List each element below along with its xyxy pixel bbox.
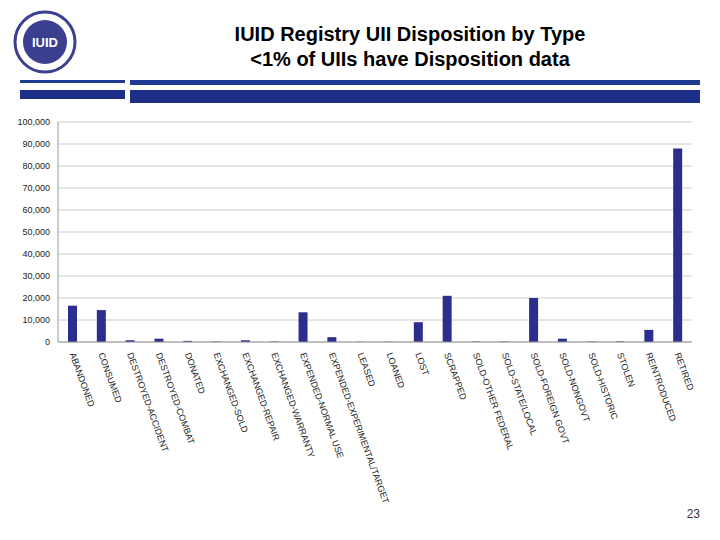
- svg-text:ABANDONED: ABANDONED: [68, 351, 97, 408]
- svg-text:DESTROYED-ACCIDENT: DESTROYED-ACCIDENT: [125, 351, 171, 454]
- html-text:IUID Registry UII Disposition: IUID Registry UII Disposition by Type: [234, 23, 586, 45]
- svg-text:90,000: 90,000: [22, 139, 50, 149]
- svg-text:10,000: 10,000: [22, 315, 50, 325]
- svg-text:REINTRODUCED: REINTRODUCED: [644, 351, 678, 423]
- svg-text:SOLD-HISTORIC: SOLD-HISTORIC: [586, 351, 620, 421]
- svg-text:EXPENDED-EXPERIMENTAL/TARGET: EXPENDED-EXPERIMENTAL/TARGET: [327, 351, 391, 505]
- svg-text:LOST: LOST: [413, 351, 431, 377]
- svg-text:SOLD-FOREIGN GOVT: SOLD-FOREIGN GOVT: [528, 351, 571, 446]
- svg-text:EXPENDED-NORMAL USE: EXPENDED-NORMAL USE: [298, 351, 346, 460]
- svg-text:SOLD-NONGOVT: SOLD-NONGOVT: [557, 351, 592, 423]
- svg-text:20,000: 20,000: [22, 293, 50, 303]
- svg-text:SCRAPPED: SCRAPPED: [442, 351, 469, 401]
- svg-text:CONSUMED: CONSUMED: [96, 351, 124, 404]
- svg-text:SOLD-OTHER FEDERAL: SOLD-OTHER FEDERAL: [471, 351, 516, 452]
- svg-text:EXCHANGED-WARRANTY: EXCHANGED-WARRANTY: [269, 351, 317, 460]
- svg-text:100,000: 100,000: [17, 117, 50, 127]
- svg-text:LEASED: LEASED: [356, 351, 378, 388]
- html-text:<1% of UIIs have Disposition d: <1% of UIIs have Disposition data: [250, 48, 570, 70]
- html-text:23: 23: [686, 507, 700, 521]
- svg-text:0: 0: [45, 337, 50, 347]
- svg-text:RETIRED: RETIRED: [673, 351, 696, 392]
- svg-text:70,000: 70,000: [22, 183, 50, 193]
- svg-text:30,000: 30,000: [22, 271, 50, 281]
- svg-text:EXCHANGED-SOLD: EXCHANGED-SOLD: [211, 351, 250, 435]
- svg-text:EXCHANGED-REPAIR: EXCHANGED-REPAIR: [240, 351, 282, 442]
- svg-text:DONATED: DONATED: [183, 351, 207, 396]
- svg-text:LOANED: LOANED: [385, 351, 407, 390]
- svg-text:DESTROYED-COMBAT: DESTROYED-COMBAT: [154, 351, 197, 446]
- svg-text:SOLD-STATE/LOCAL: SOLD-STATE/LOCAL: [499, 351, 539, 437]
- svg-text:STOLEN: STOLEN: [615, 351, 637, 388]
- svg-text:50,000: 50,000: [22, 227, 50, 237]
- svg-text:60,000: 60,000: [22, 205, 50, 215]
- svg-text:IUID: IUID: [32, 35, 58, 50]
- svg-text:40,000: 40,000: [22, 249, 50, 259]
- svg-text:80,000: 80,000: [22, 161, 50, 171]
